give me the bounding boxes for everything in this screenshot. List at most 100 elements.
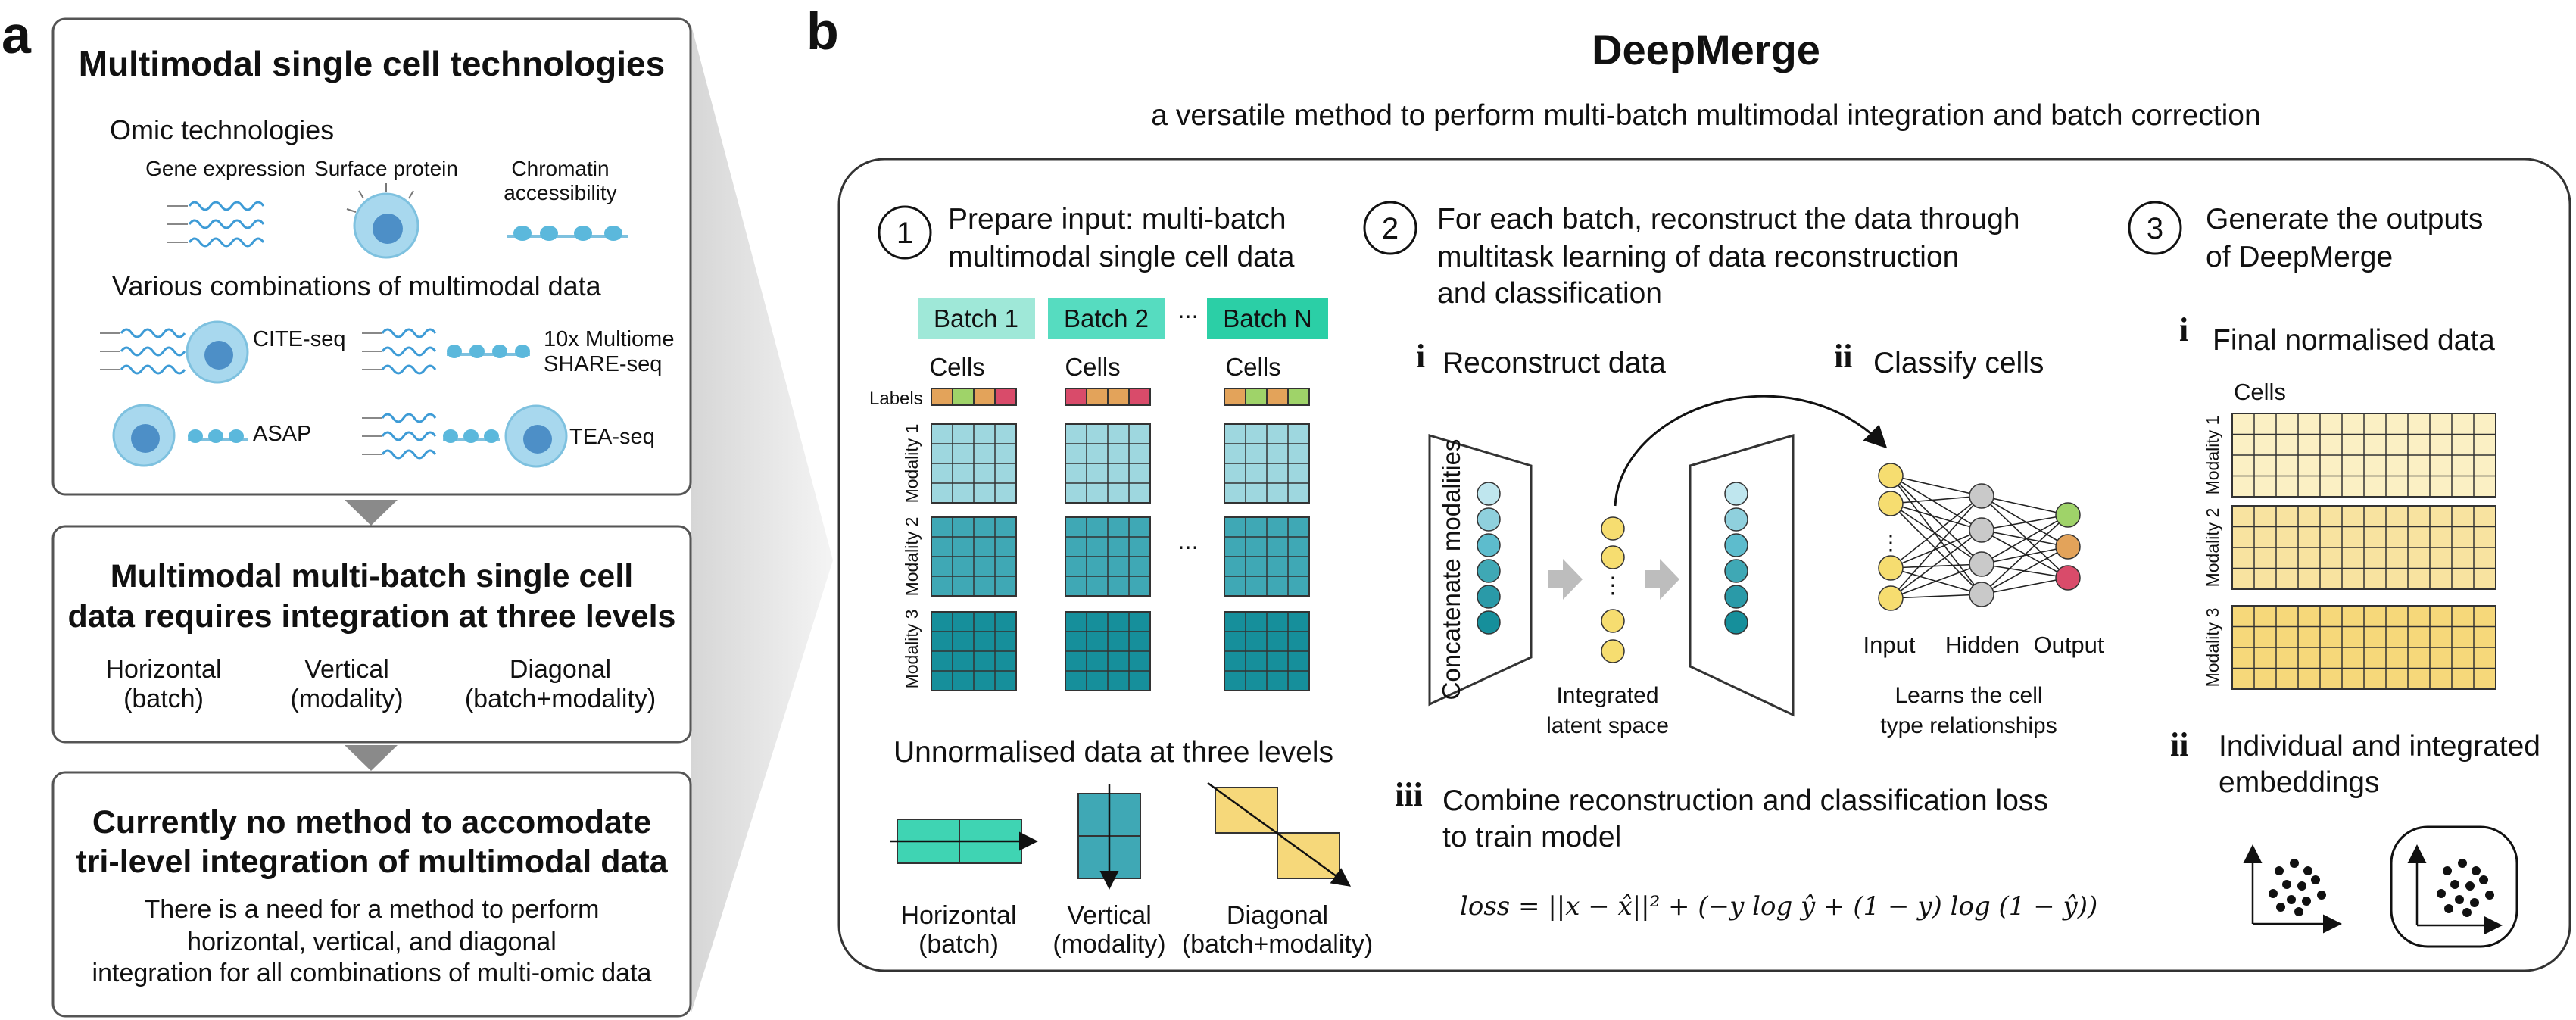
step-2-num: 2 [1382,212,1399,245]
unnorm-diagonal: Diagonal [1227,901,1328,930]
box3-title-line2: tri-level integration of multimodal data [76,844,668,880]
horizontal-icon [890,819,1038,864]
step-1-line2: multimodal single cell data [948,241,1295,273]
nn-input-node [1878,585,1904,611]
step-2-i-num: i [1416,338,1425,375]
grid-batch-1-modality-1 [931,423,1017,504]
box-three-levels: Multimodal multi-batch single cell data … [51,525,692,744]
combine-line2: to train model [1442,821,1621,853]
label-strip-batch-2 [1065,388,1151,406]
latent-nodes [1601,516,1625,663]
embeddings-line2: embeddings [2219,766,2379,799]
nn-label-input: Input [1863,632,1916,658]
nn-output-node [2055,502,2081,528]
modality-3-label: Modality 3 [902,610,922,689]
latent-dots: ⋮ [1601,573,1624,598]
grid-batch-2-modality-3 [1065,611,1151,691]
cells-label-1: Cells [929,353,984,381]
nn-edge [1890,495,1982,504]
nn-edge [1981,495,2069,579]
box1-title: Multimodal single cell technologies [79,44,665,83]
nn-edge [1890,503,1982,531]
nn-edge [1981,529,2069,547]
tech-10x-multiome: 10x Multiome [544,327,674,351]
box-no-method: Currently no method to accomodate tri-le… [51,771,692,1018]
batch-1-label: Batch 1 [934,304,1018,332]
step-1-badge [878,205,932,260]
nn-edge [1890,495,1982,569]
surface-protein-icon [346,183,419,259]
step-2-iii-num: iii [1395,776,1423,813]
step-1-line1: Prepare input: multi-batch [948,203,1286,236]
nn-edge [1981,495,2069,547]
funnel-connector [691,23,833,1015]
chromatin-icon [507,226,628,241]
down-arrow-1 [345,500,398,526]
box2-level-diagonal-sub: (batch+modality) [465,685,656,713]
panel-b-frame [837,158,2571,972]
nn-edge [1981,514,2069,531]
step-2-ii-num: ii [1834,338,1852,375]
nn-hidden-node [1969,582,1994,607]
batch-n-label: Batch N [1223,304,1311,332]
label-strip-batch-1 [931,388,1017,406]
nn-edge [1981,514,2069,565]
output-cells-label: Cells [2234,379,2286,405]
encode-arrow [1548,559,1583,600]
panel-a-letter: a [2,5,32,64]
omic-accessibility: accessibility [504,181,616,204]
box2-level-vertical: Vertical [304,655,389,684]
combos-heading: Various combinations of multimodal data [112,270,602,301]
cells-label-3: Cells [1225,353,1280,381]
classifier-network [1878,463,2081,611]
box2-level-vertical-sub: (modality) [290,685,403,713]
embeddings-line1: Individual and integrated [2219,730,2540,763]
decode-arrow [1645,559,1679,600]
step-3-ii-num: ii [2170,726,2188,763]
modality-2-label: Modality 2 [902,517,922,597]
box2-level-diagonal: Diagonal [510,655,611,684]
omic-surface-protein: Surface protein [314,157,458,180]
nn-input-node [1878,555,1904,581]
grid-batch-3-modality-3 [1224,611,1310,691]
normalised-grid-modality-1 [2231,413,2496,498]
batch-1-box [918,298,1035,339]
panel-b-letter: b [806,2,839,61]
nn-edge [1981,495,2069,516]
latent-label-line2: latent space [1546,713,1669,738]
box3-body-line2: horizontal, vertical, and diagonal [187,928,557,956]
nn-input-node [1878,463,1904,488]
nn-edge [1890,563,1982,599]
integrated-embedding-icon [2390,825,2518,948]
unnormalised-heading: Unnormalised data at three levels [893,736,1333,769]
normalised-grid-modality-3 [2231,605,2496,690]
nn-edge [1981,514,2069,595]
nn-input-dots: ⋮ [1880,531,1901,554]
nn-edge [1890,475,1982,595]
nn-edge [1890,475,1982,531]
cite-seq-icon [100,320,249,384]
box2-level-horizontal: Horizontal [105,655,221,684]
cells-label-2: Cells [1065,353,1120,381]
box2-title-line1: Multimodal multi-batch single cell [111,558,633,594]
diagonal-icon [1207,781,1352,887]
nn-edge [1981,546,2069,595]
final-normalised-label: Final normalised data [2213,324,2495,357]
encoder-nodes [1477,482,1501,635]
nn-edge [1981,577,2069,595]
step-2-line2: multitask learning of data reconstructio… [1437,241,1959,273]
step-2: 2 For each batch, reconstruct the data t… [1363,201,2104,922]
grid-ellipsis: ... [1177,526,1199,554]
step-3-num: 3 [2147,212,2163,245]
tech-share-seq: SHARE-seq [544,352,662,376]
box2-level-horizontal-sub: (batch) [123,685,204,713]
output-modality-1-label: Modality 1 [2203,416,2222,495]
batch-n-box [1207,298,1328,339]
nn-edge [1890,529,1982,569]
latent-label-line1: Integrated [1556,683,1658,708]
grid-batch-2-modality-2 [1065,516,1151,597]
step-3-line2: of DeepMerge [2206,241,2393,273]
omic-gene-expression: Gene expression [145,157,306,180]
normalised-grids [2231,413,2496,690]
